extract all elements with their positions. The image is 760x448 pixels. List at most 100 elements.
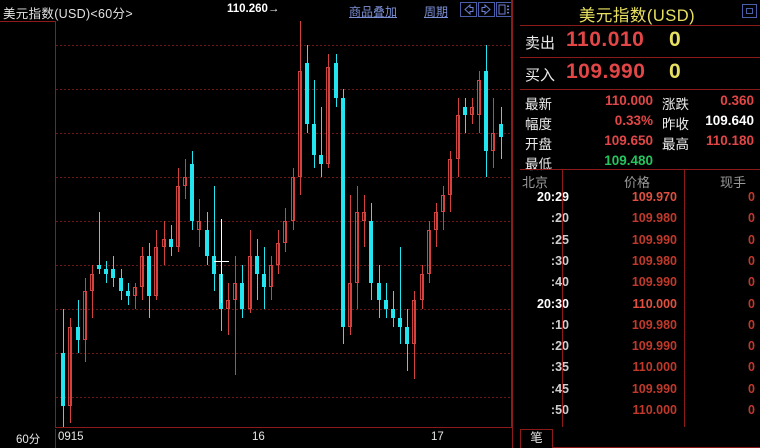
tick-row[interactable]: :25 109.990 0 (513, 233, 760, 254)
bottom-tab-bar: 笔 (512, 428, 760, 448)
candle-wick (357, 185, 358, 309)
sell-price: 110.010 (566, 28, 645, 51)
candle-body (326, 67, 330, 164)
x-axis-divider (55, 429, 56, 448)
tick-header-volume: 现手 (720, 175, 747, 190)
candle-wick (142, 247, 143, 301)
tick-volume: 0 (748, 296, 755, 311)
candle-body (169, 238, 173, 248)
candle-body (190, 163, 194, 221)
tick-price: 109.990 (631, 275, 677, 290)
candle-body (262, 273, 266, 287)
statistics-grid: 最新 110.000 涨跌 0.360 幅度 0.33% 昨收 109.640 … (513, 90, 760, 172)
tick-time: 20:30 (537, 296, 569, 311)
candle-wick (278, 229, 279, 274)
candle-wick (328, 53, 329, 169)
period-link[interactable]: 周期 (424, 5, 449, 19)
candle-wick (293, 168, 294, 230)
tick-price: 110.000 (632, 360, 678, 375)
tick-volume: 0 (748, 360, 755, 375)
tab-bi[interactable]: 笔 (520, 429, 553, 448)
candle-series (56, 21, 511, 427)
candle-wick (78, 300, 79, 353)
candle-body (140, 256, 144, 287)
tick-price: 110.000 (632, 403, 678, 417)
divider (520, 57, 760, 58)
candle-body (427, 229, 431, 274)
tick-row[interactable]: :40 109.990 0 (513, 275, 760, 296)
divider (520, 25, 760, 26)
tick-col-divider-2 (684, 170, 685, 427)
candle-wick (164, 221, 165, 265)
candle-wick (321, 106, 322, 177)
candle-body (377, 282, 381, 301)
x-axis-tick: 0915 (58, 431, 84, 443)
candle-body (119, 278, 123, 292)
tick-header-price: 价格 (624, 175, 651, 190)
quote-title-bar: 美元指数(USD) (513, 0, 760, 25)
candle-body (484, 71, 488, 151)
candle-body (448, 159, 452, 195)
tick-row[interactable]: :30 109.980 0 (513, 254, 760, 275)
candle-body (183, 177, 187, 186)
candle-body (412, 300, 416, 345)
arrow-left-icon[interactable] (460, 2, 477, 17)
x-axis-tick: 17 (431, 431, 444, 443)
quote-title: 美元指数(USD) (578, 7, 696, 25)
tick-row[interactable]: 20:29 109.970 0 (513, 190, 760, 211)
candle-body (362, 212, 366, 221)
tick-price: 109.970 (631, 190, 677, 204)
candle-body (312, 124, 316, 155)
divider (520, 89, 760, 90)
candle-body (226, 300, 230, 309)
tick-price: 109.980 (631, 211, 677, 226)
tick-row[interactable]: :35 110.000 0 (513, 360, 760, 381)
gridline (56, 353, 511, 354)
candle-body (499, 124, 503, 138)
tick-row[interactable]: :20 109.990 0 (513, 339, 760, 360)
overlay-link[interactable]: 商品叠加 (349, 5, 398, 19)
candle-wick (235, 256, 236, 375)
tick-row[interactable]: 20:30 110.000 0 (513, 297, 760, 318)
gridline (56, 397, 511, 398)
candle-body (76, 326, 80, 340)
tick-row[interactable]: :45 109.990 0 (513, 382, 760, 403)
candle-body (298, 71, 302, 177)
tick-volume: 0 (748, 190, 755, 204)
tick-row[interactable]: :10 109.980 0 (513, 318, 760, 339)
tick-table[interactable]: 北京 价格 现手 20:29 109.970 0:20 109.980 0:25 109.… (513, 170, 760, 425)
candle-wick (414, 291, 415, 380)
candle-wick (228, 282, 229, 336)
arrow-right-icon[interactable] (478, 2, 495, 17)
high-label: 最高 (662, 137, 689, 152)
amplitude-value: 0.33% (614, 113, 653, 128)
candle-body (305, 62, 309, 125)
tick-time: :40 (550, 275, 569, 290)
tick-row[interactable]: :20 109.980 0 (513, 211, 760, 232)
tick-price: 110.000 (632, 296, 678, 311)
latest-label: 最新 (525, 97, 552, 112)
candle-body (369, 221, 373, 283)
maximize-icon[interactable] (742, 4, 757, 18)
tick-price: 109.990 (631, 232, 677, 247)
chart-pane: 美元指数(USD)<60分> 商品叠加 周期 K JZ (0, 0, 513, 448)
candle-wick (92, 265, 93, 318)
gridline (56, 45, 511, 46)
chart-title: 美元指数(USD)<60分> (3, 7, 133, 21)
candlestick-chart[interactable] (55, 21, 511, 428)
candle-wick (285, 207, 286, 252)
tick-volume: 0 (748, 211, 755, 226)
gridline (56, 265, 511, 266)
candle-body (197, 221, 201, 230)
candle-body (255, 256, 259, 274)
candle-body (126, 291, 130, 296)
candle-body (276, 243, 280, 265)
candle-body (434, 212, 438, 230)
candle-body (456, 115, 460, 160)
tick-time: 20:29 (537, 190, 569, 204)
sell-label: 卖出 (525, 35, 556, 52)
candle-body (348, 282, 352, 327)
tick-row[interactable]: :50 110.000 0 (513, 403, 760, 424)
candle-body (205, 229, 209, 257)
low-label: 最低 (525, 157, 552, 172)
